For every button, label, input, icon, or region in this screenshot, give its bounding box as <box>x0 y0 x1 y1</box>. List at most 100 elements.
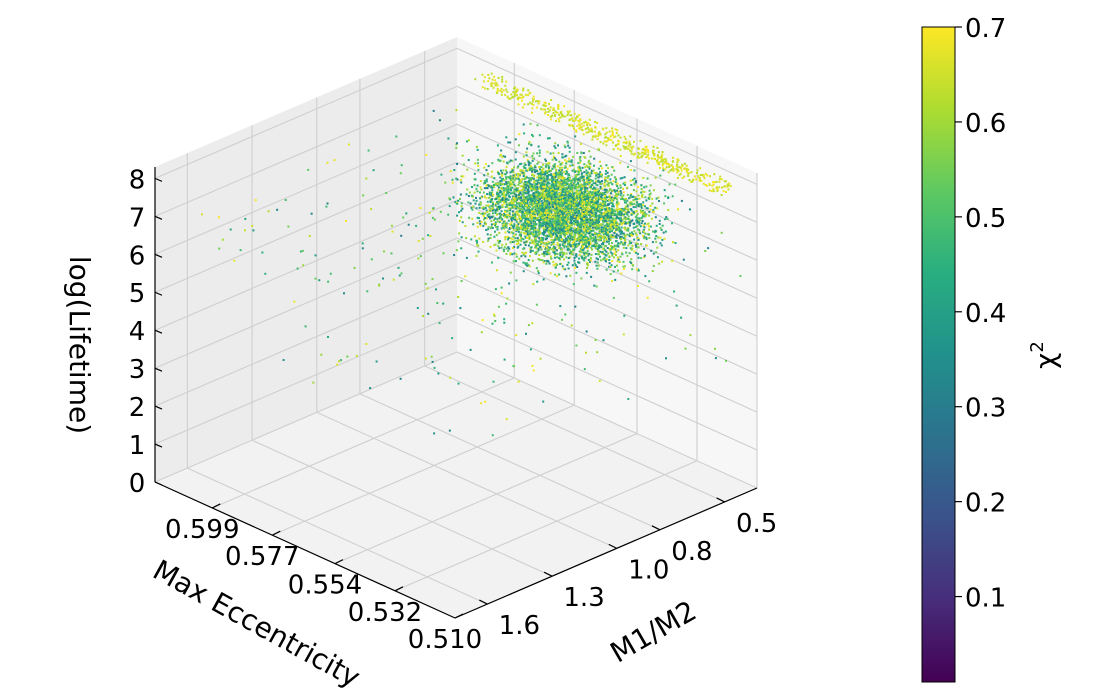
scatter-point <box>552 185 555 188</box>
scatter-point <box>542 173 545 175</box>
scatter-point <box>527 244 530 247</box>
scatter-point <box>455 249 458 252</box>
scatter-point <box>604 191 607 194</box>
scatter-point <box>573 259 576 262</box>
scatter-point <box>563 258 565 261</box>
scatter-point <box>535 235 538 238</box>
scatter-point <box>522 155 525 158</box>
scatter-point <box>619 237 621 240</box>
scatter-point <box>486 211 489 213</box>
scatter-point <box>550 201 552 203</box>
scatter-point <box>616 198 619 201</box>
scatter-point <box>606 231 609 234</box>
scatter-point <box>630 201 633 204</box>
scatter-point <box>516 226 518 229</box>
scatter-point <box>532 192 535 195</box>
scatter-point <box>582 225 585 228</box>
scatter-point <box>566 206 568 209</box>
scatter-point <box>555 219 558 222</box>
scatter-point <box>532 193 535 196</box>
scatter-point <box>542 163 545 166</box>
scatter-point <box>501 174 504 177</box>
scatter-point <box>590 199 593 202</box>
scatter-point <box>522 253 525 256</box>
scatter-point <box>563 227 566 230</box>
scatter-point <box>559 230 562 233</box>
scatter-point <box>572 184 574 187</box>
scatter-point <box>601 215 604 218</box>
scatter-point <box>574 206 577 209</box>
scatter-point <box>543 218 546 221</box>
scatter-point <box>535 267 538 270</box>
scatter-point <box>496 225 499 228</box>
scatter-point <box>504 222 507 225</box>
scatter-point <box>524 263 527 266</box>
scatter-point <box>640 203 642 206</box>
scatter-point <box>512 175 515 178</box>
scatter-point <box>476 148 479 151</box>
scatter-point <box>541 173 544 176</box>
scatter-point <box>578 203 580 206</box>
scatter-point <box>624 222 627 225</box>
scatter-point <box>640 205 643 208</box>
scatter-point <box>460 175 463 178</box>
scatter-point <box>584 215 587 218</box>
scatter-point <box>614 210 617 213</box>
scatter-point <box>569 160 572 163</box>
scatter-point <box>548 225 551 227</box>
scatter-point <box>568 179 570 182</box>
scatter-point <box>616 182 619 185</box>
scatter-point <box>538 229 541 232</box>
scatter-point <box>645 199 648 202</box>
scatter-point <box>559 194 562 197</box>
scatter-point <box>599 218 602 221</box>
scatter-point <box>580 230 582 233</box>
scatter-point <box>586 189 589 192</box>
scatter-point <box>547 223 550 226</box>
scatter-point <box>635 245 638 248</box>
scatter-point <box>574 197 577 200</box>
scatter-point <box>547 212 550 215</box>
scatter-point <box>473 235 476 238</box>
scatter-point <box>602 231 605 234</box>
scatter-point <box>566 183 569 186</box>
scatter-point <box>499 180 502 183</box>
scatter-point <box>502 160 505 163</box>
scatter-point <box>526 213 529 216</box>
scatter-point <box>515 260 517 263</box>
scatter-point <box>552 165 555 168</box>
scatter-point <box>640 257 643 260</box>
scatter-point <box>553 213 556 216</box>
scatter-point <box>593 157 596 160</box>
scatter-point <box>630 212 633 215</box>
scatter-point <box>555 231 558 234</box>
scatter-point <box>544 190 547 193</box>
scatter-point <box>550 177 553 180</box>
scatter-point <box>565 208 568 211</box>
scatter-point <box>477 164 480 167</box>
scatter-point <box>566 167 569 170</box>
scatter-point <box>578 232 581 235</box>
scatter-point <box>470 206 473 209</box>
scatter-point <box>581 256 584 259</box>
scatter-point <box>597 200 599 203</box>
scatter-point <box>503 194 506 197</box>
scatter-point <box>461 207 464 210</box>
scatter-point <box>498 199 501 201</box>
scatter-point <box>554 189 557 192</box>
scatter-point <box>504 211 507 213</box>
scatter-point <box>470 238 473 241</box>
scatter-point <box>597 224 600 227</box>
scatter-point <box>532 177 535 180</box>
scatter-point <box>604 177 606 180</box>
scatter-point <box>504 231 507 234</box>
scatter-point <box>571 209 574 212</box>
scatter-point <box>648 193 651 196</box>
scatter-point <box>594 207 597 210</box>
scatter-point <box>552 250 555 253</box>
scatter-point <box>585 252 588 254</box>
scatter-point <box>544 215 547 218</box>
floor-pane <box>155 352 757 618</box>
scatter-point <box>638 223 641 226</box>
scatter-point <box>539 202 542 205</box>
